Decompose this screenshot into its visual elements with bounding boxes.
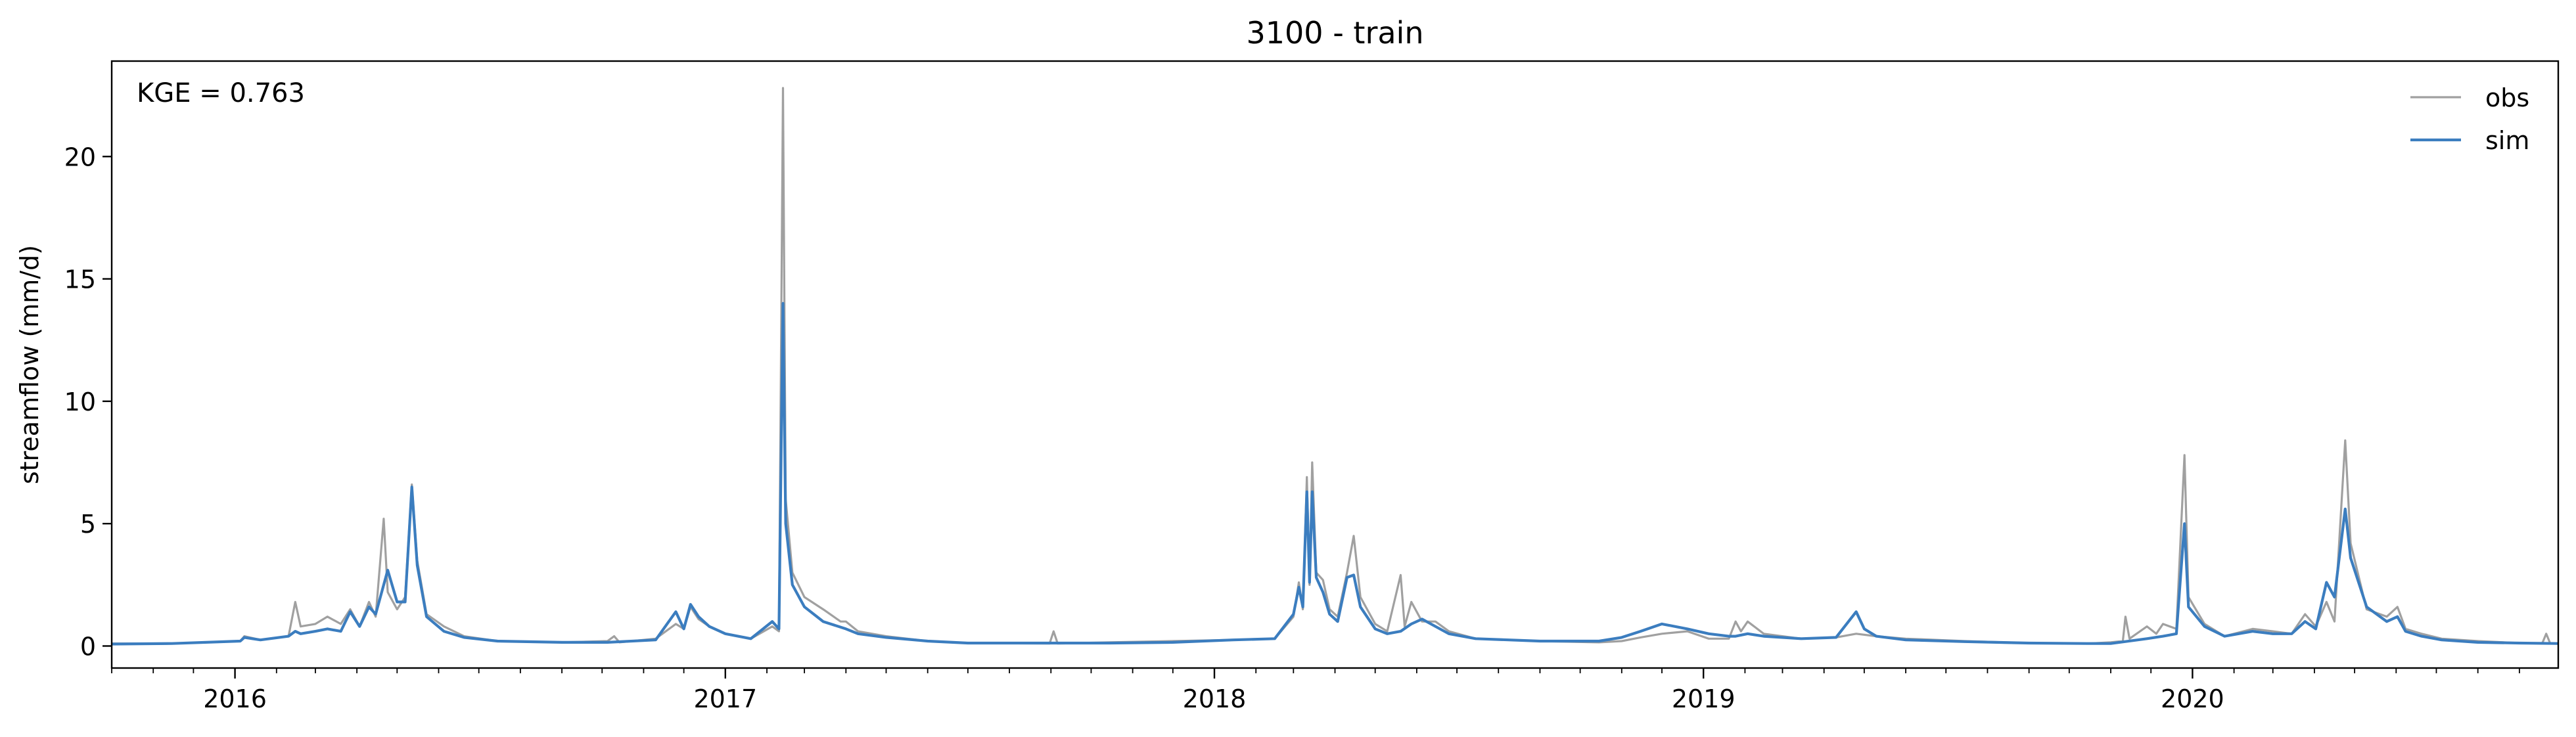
y-tick-label: 15 (64, 265, 96, 294)
legend-label-obs: obs (2485, 83, 2529, 112)
y-tick-label: 10 (64, 388, 96, 416)
plot-series-group (112, 87, 2558, 646)
x-axis: 2016 2017 2018 2019 2020 (111, 668, 2520, 713)
y-axis: 0 5 10 15 20 (64, 143, 112, 661)
series-line-obs (112, 87, 2558, 645)
kge-annotation: KGE = 0.763 (137, 78, 305, 108)
x-tick-label: 2019 (1672, 684, 1736, 713)
x-tick-label: 2020 (2161, 684, 2224, 713)
y-tick-label: 20 (64, 143, 96, 171)
y-tick-label: 0 (80, 632, 96, 661)
x-tick-label: 2017 (693, 684, 757, 713)
chart-title: 3100 - train (1247, 15, 1424, 51)
legend-label-sim: sim (2485, 126, 2529, 155)
x-tick-label: 2018 (1183, 684, 1247, 713)
x-tick-label: 2016 (203, 684, 267, 713)
plot-frame (110, 60, 2560, 669)
series-line-sim (112, 302, 2558, 646)
y-tick-label: 5 (80, 510, 96, 539)
legend: obs sim (2410, 83, 2529, 155)
y-axis-label: streamflow (mm/d) (15, 245, 44, 484)
